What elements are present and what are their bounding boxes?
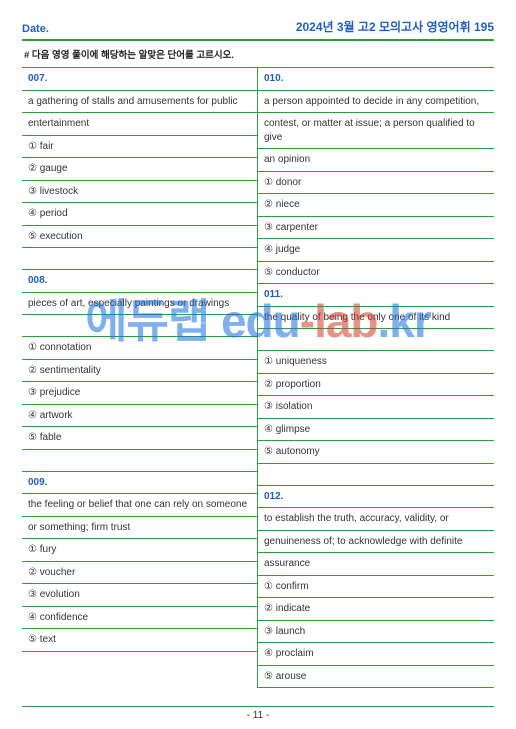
left-text: ③ prejudice bbox=[22, 382, 257, 405]
left-text: or something; firm trust bbox=[22, 517, 257, 540]
right-text: ② proportion bbox=[258, 374, 494, 397]
left-text: ② sentimentality bbox=[22, 360, 257, 383]
right-text: ③ isolation bbox=[258, 396, 494, 419]
right-text: ② indicate bbox=[258, 598, 494, 621]
left-text: ④ artwork bbox=[22, 405, 257, 428]
left-text: ⑤ execution bbox=[22, 226, 257, 249]
right-text: ④ judge bbox=[258, 239, 494, 262]
right-text: ⑤ conductor bbox=[258, 262, 494, 285]
right-spacer bbox=[258, 464, 494, 486]
right-text: ① uniqueness bbox=[258, 351, 494, 374]
right-text: assurance bbox=[258, 553, 494, 576]
left-text: ① fair bbox=[22, 136, 257, 159]
left-text: ② voucher bbox=[22, 562, 257, 585]
right-text: ⑤ arouse bbox=[258, 666, 494, 689]
right-question-number: 012. bbox=[258, 486, 494, 509]
left-question-number: 007. bbox=[22, 68, 257, 91]
left-spacer bbox=[22, 652, 257, 674]
date-label: Date. bbox=[22, 23, 49, 35]
right-text: the quality of being the only one of its… bbox=[258, 307, 494, 330]
right-spacer bbox=[258, 329, 494, 351]
left-text: ④ period bbox=[22, 203, 257, 226]
right-text: ④ glimpse bbox=[258, 419, 494, 442]
left-text: ③ evolution bbox=[22, 584, 257, 607]
right-column: 010.a person appointed to decide in any … bbox=[258, 68, 494, 688]
page-number: - 11 - bbox=[0, 710, 516, 721]
header-row: Date. 2024년 3월 고2 모의고사 영영어휘 195 bbox=[22, 18, 494, 35]
right-text: an opinion bbox=[258, 149, 494, 172]
right-question-number: 010. bbox=[258, 68, 494, 91]
right-text: a person appointed to decide in any comp… bbox=[258, 91, 494, 114]
left-column: 007.a gathering of stalls and amusements… bbox=[22, 68, 258, 688]
left-spacer bbox=[22, 450, 257, 472]
left-text: pieces of art, especially paintings or d… bbox=[22, 293, 257, 316]
left-text: the feeling or belief that one can rely … bbox=[22, 494, 257, 517]
right-text: ⑤ autonomy bbox=[258, 441, 494, 464]
right-text: genuineness of; to acknowledge with defi… bbox=[258, 531, 494, 554]
left-question-number: 008. bbox=[22, 270, 257, 293]
left-question-number: 009. bbox=[22, 472, 257, 495]
left-spacer bbox=[22, 248, 257, 270]
left-text: ⑤ text bbox=[22, 629, 257, 652]
left-text: ① fury bbox=[22, 539, 257, 562]
left-text: ④ confidence bbox=[22, 607, 257, 630]
right-text: to establish the truth, accuracy, validi… bbox=[258, 508, 494, 531]
right-text: ① confirm bbox=[258, 576, 494, 599]
left-text: ② gauge bbox=[22, 158, 257, 181]
left-text: a gathering of stalls and amusements for… bbox=[22, 91, 257, 114]
right-text: ① donor bbox=[258, 172, 494, 195]
left-text: ③ livestock bbox=[22, 181, 257, 204]
footer-rule bbox=[22, 706, 494, 707]
right-text: ④ proclaim bbox=[258, 643, 494, 666]
left-spacer bbox=[22, 315, 257, 337]
right-text: ③ launch bbox=[258, 621, 494, 644]
right-text: ③ carpenter bbox=[258, 217, 494, 240]
doc-title: 2024년 3월 고2 모의고사 영영어휘 195 bbox=[296, 18, 494, 35]
left-text: entertainment bbox=[22, 113, 257, 136]
left-text: ⑤ fable bbox=[22, 427, 257, 450]
instruction-text: # 다음 영영 풀이에 해당하는 알맞은 단어를 고르시오. bbox=[22, 41, 494, 68]
right-text: ② niece bbox=[258, 194, 494, 217]
left-text: ① connotation bbox=[22, 337, 257, 360]
content-grid: 007.a gathering of stalls and amusements… bbox=[22, 68, 494, 688]
right-text: contest, or matter at issue; a person qu… bbox=[258, 113, 494, 149]
right-question-number: 011. bbox=[258, 284, 494, 307]
